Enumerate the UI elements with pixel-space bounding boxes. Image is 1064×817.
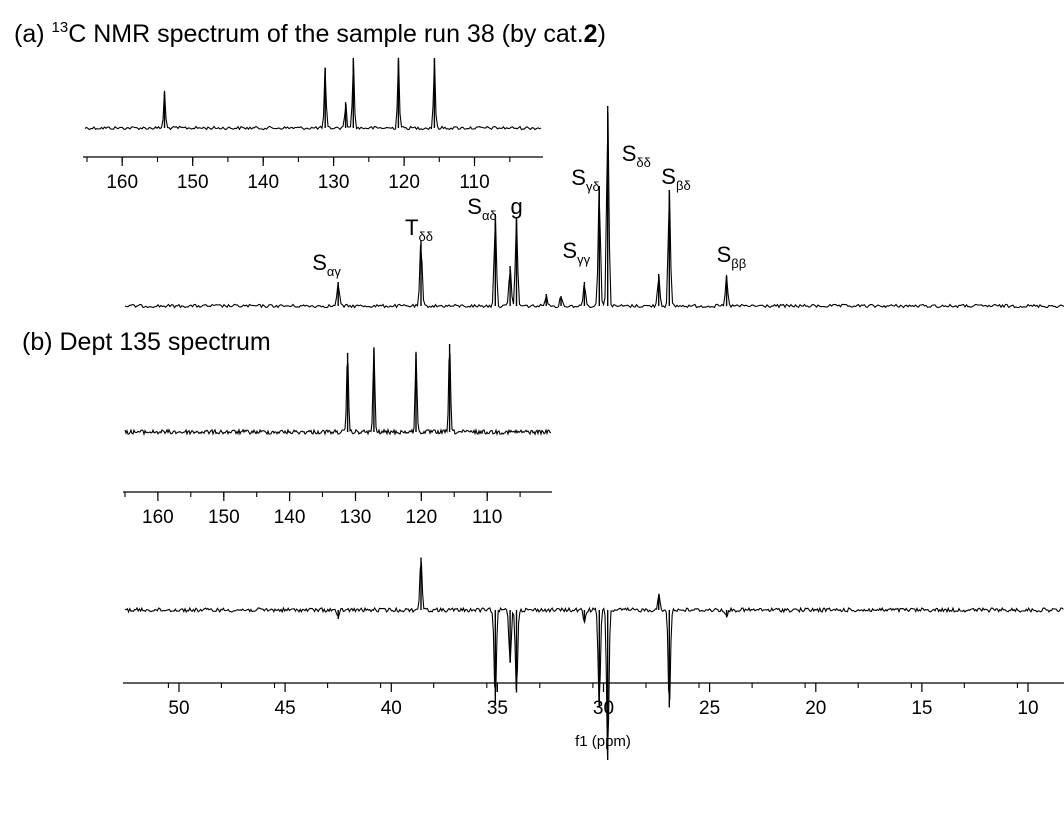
panel-a-title-main: C NMR spectrum of the sample run 38 (by … — [68, 20, 584, 48]
peak-label-3: g — [511, 194, 523, 219]
main-axis-tick-label: 30 — [593, 698, 614, 719]
inset-b-axis: 160 150 140 130 120 110 — [123, 491, 552, 528]
main-axis-title: f1 (ppm) — [575, 733, 631, 750]
panel-a-title-bold: 2 — [583, 20, 598, 48]
panel-b-title: (b) Dept 135 spectrum — [22, 328, 271, 356]
peak-label-0: Sαγ — [312, 250, 341, 279]
peak-label-2: Sαδ — [467, 194, 496, 223]
panel-a-title-suffix: ) — [597, 20, 606, 48]
inset-a-axis-tick-label: 120 — [388, 172, 420, 193]
main-axis-tick-label: 40 — [381, 698, 402, 719]
panel-a-title: (a) 13C NMR spectrum of the sample run 3… — [14, 20, 606, 47]
inset-a-axis-tick-label: 110 — [459, 172, 489, 193]
inset-a-spectrum — [84, 57, 542, 131]
main-a-spectrum — [124, 106, 1064, 309]
inset-a-axis: 160 150 140 130 120 110 — [83, 156, 543, 193]
inset-a-spectrum-trace — [84, 57, 542, 131]
main-axis-tick-label: 10 — [1017, 698, 1038, 719]
peak-label-8: Sββ — [717, 242, 747, 271]
main-axis-tick-label: 35 — [487, 698, 508, 719]
inset-b-axis-tick-label: 110 — [472, 507, 502, 528]
inset-b-axis-tick-label: 160 — [142, 507, 174, 528]
inset-b-spectrum — [124, 344, 552, 437]
inset-b-axis-tick-label: 120 — [405, 507, 437, 528]
inset-b-axis-tick-label: 130 — [340, 507, 372, 528]
panel-a-title-prefix: (a) — [14, 20, 52, 48]
inset-b-axis-tick-label: 140 — [274, 507, 306, 528]
inset-a-axis-tick-label: 150 — [177, 172, 209, 193]
main-a-spectrum-trace — [124, 112, 1064, 309]
peak-label-6: Sδδ — [622, 141, 651, 170]
main-b-spectrum-trace — [124, 562, 1064, 755]
peak-label-4: Sγγ — [562, 238, 590, 267]
panel-a-title-superscript: 13 — [51, 19, 69, 36]
main-axis-tick-label: 15 — [911, 698, 932, 719]
inset-b-axis-tick-label: 150 — [208, 507, 240, 528]
peak-label-7: Sβδ — [661, 164, 690, 193]
main-axis-tick-label: 45 — [275, 698, 296, 719]
main-axis-tick-label: 25 — [699, 698, 720, 719]
main-axis: 50 45 40 35 30 25 20 15 10 — [123, 682, 1064, 719]
peak-label-5: Sγδ — [571, 165, 599, 194]
inset-a-axis-tick-label: 130 — [318, 172, 350, 193]
main-axis-tick-label: 50 — [168, 698, 189, 719]
main-b-spectrum — [124, 557, 1064, 760]
inset-a-axis-tick-label: 160 — [106, 172, 138, 193]
inset-b-spectrum-trace — [124, 347, 552, 437]
inset-a-axis-tick-label: 140 — [247, 172, 279, 193]
peak-label-1: Tδδ — [405, 215, 433, 244]
main-axis-tick-label: 20 — [805, 698, 826, 719]
